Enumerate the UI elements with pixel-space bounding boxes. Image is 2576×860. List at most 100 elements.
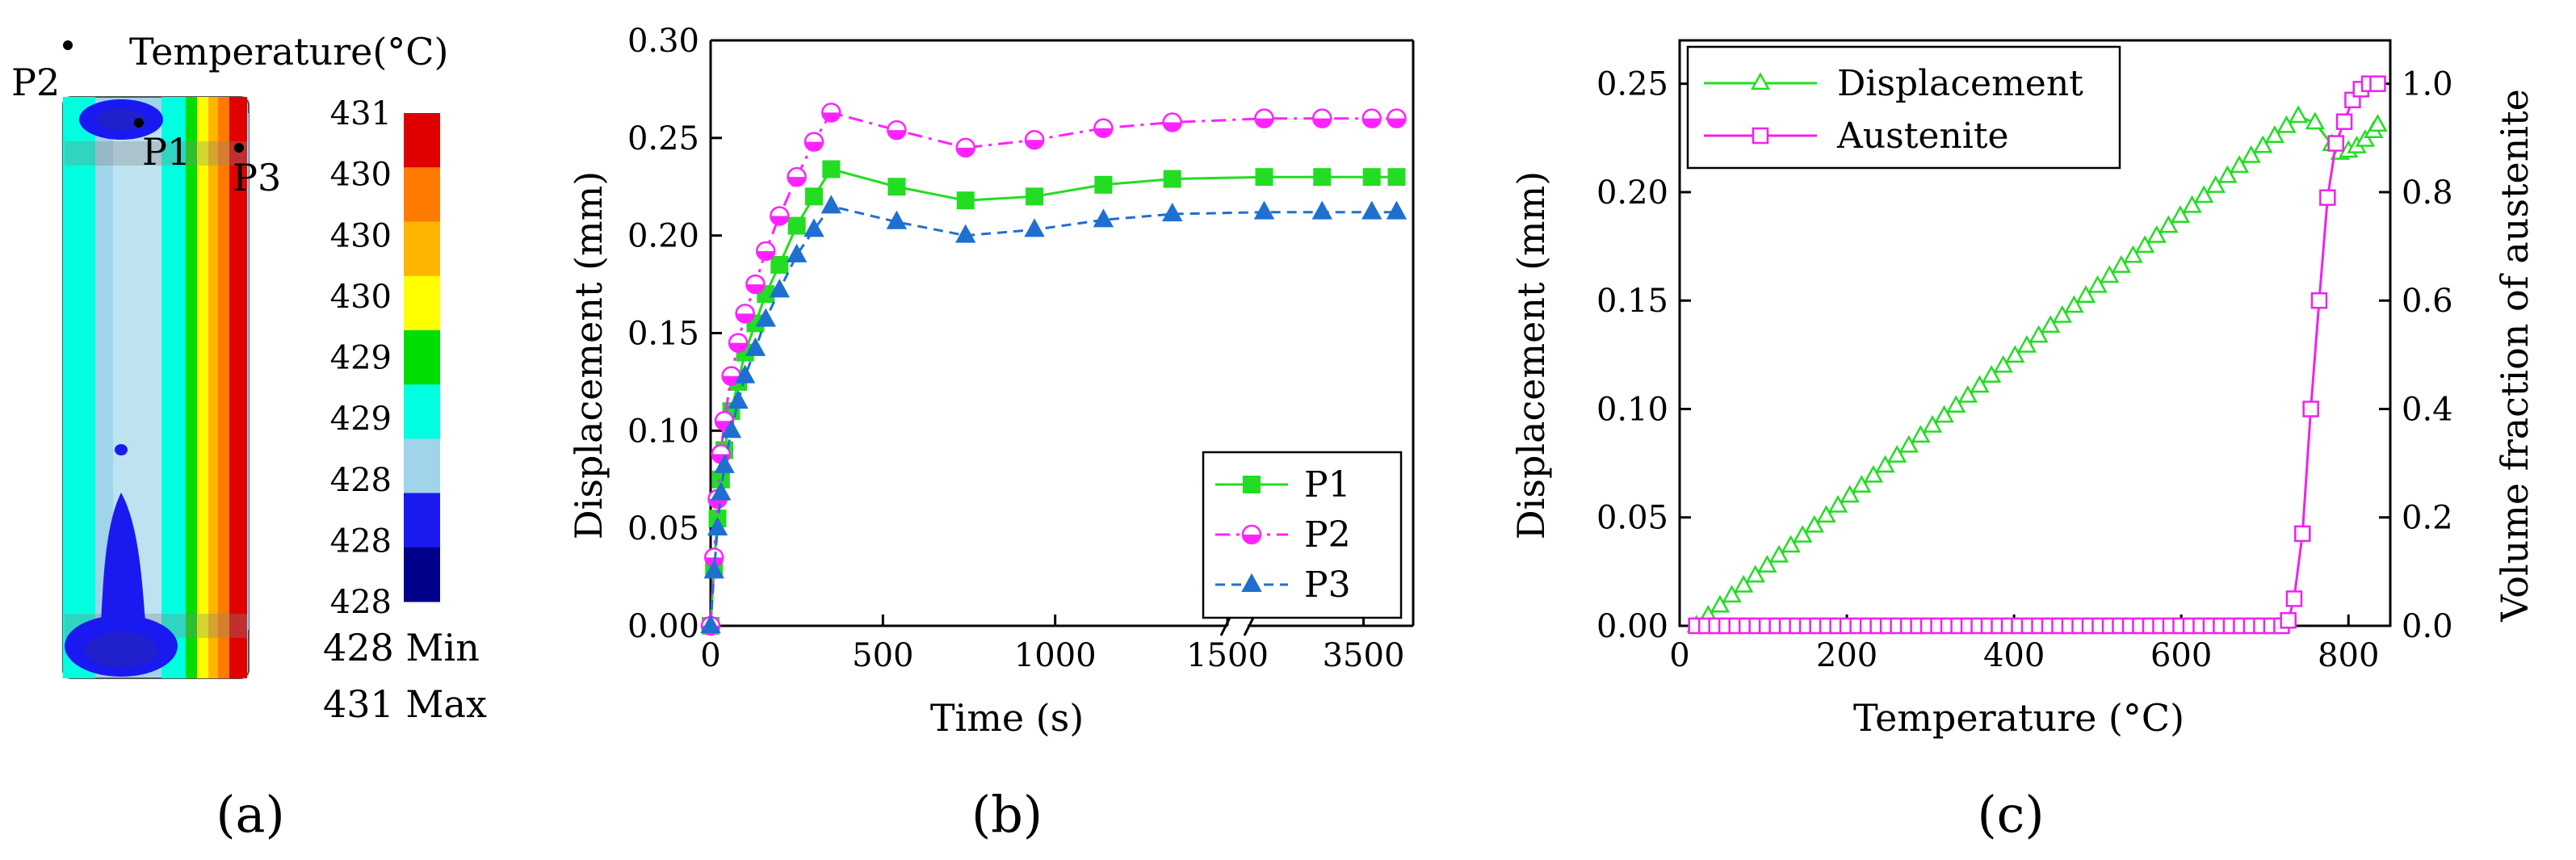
chart-c-point-displacement (2134, 235, 2155, 254)
chart-c-point-austenite (2302, 401, 2319, 417)
chart-b-x-tick-label: 1000 (1014, 637, 1097, 674)
chart-c-point-displacement (2170, 205, 2191, 223)
chart-b-legend-marker-fill (1243, 535, 1261, 543)
chart-c-point-displacement (2100, 265, 2120, 283)
hot-spot-bottom-core (85, 632, 157, 668)
chart-c-point-displacement (1898, 434, 1919, 453)
chart-b-point-p3 (786, 243, 808, 262)
chart-c-xlabel: Temperature (°C) (1853, 696, 2184, 740)
chart-b-point-p2 (887, 120, 907, 141)
chart-c-y-right-tick-label: 0.8 (2402, 174, 2453, 212)
chart-c-point-austenite (2369, 75, 2386, 92)
chart-c-plot: 0.00 0.05 0.10 0.15 0.20 0.25 0.0 0.2 0.4 0.6 0.8 1… (1596, 39, 2453, 674)
chart-b-point-p2 (745, 274, 766, 295)
small-blue-spot (115, 444, 128, 455)
chart-b-point-p2 (955, 137, 975, 158)
chart-b-legend-box (1202, 451, 1403, 619)
colorbar: 431 430 430 430 429 429 428 428 428 (330, 95, 440, 621)
chart-b-point-p3 (745, 337, 766, 356)
chart-b-point-p1 (822, 160, 841, 178)
colorbar-tick-label: 429 (330, 401, 392, 438)
chart-c-point-displacement (2052, 304, 2072, 323)
chart-c-y-tick-label: 0.05 (1596, 500, 1668, 537)
chart-c-point-austenite (2285, 590, 2303, 607)
chart-c-point-displacement (1757, 555, 1777, 573)
point-p3-marker (234, 143, 244, 153)
chart-c-point-displacement (1934, 405, 1954, 423)
chart-b-point-p2-fill (822, 112, 841, 122)
chart-b-y-tick-label: 0.05 (627, 510, 699, 547)
chart-c-point-austenite (2327, 135, 2344, 152)
chart-c-point-displacement (1722, 585, 1742, 603)
chart-b-point-p3 (769, 279, 791, 298)
band-red (229, 97, 247, 678)
colorbar-tick-label: 428 (330, 462, 392, 499)
chart-c-point-displacement (1804, 514, 1824, 533)
chart-b-point-p3 (720, 419, 742, 438)
chart-b-point-p1 (1094, 175, 1113, 194)
chart-b-point-p2-fill (805, 141, 823, 151)
chart-c-point-displacement (2075, 285, 2096, 303)
chart-b-point-p2 (787, 166, 807, 187)
chart-b-point-p2 (721, 366, 741, 386)
chart-b-point-p3 (707, 517, 728, 536)
chart-b-point-p3 (820, 195, 842, 214)
chart-c-point-displacement (2123, 245, 2143, 263)
chart-b-ylabel: Displacement (mm) (567, 171, 610, 539)
chart-b-y-tick-label: 0.10 (627, 413, 699, 450)
point-p2-marker (63, 40, 73, 50)
chart-c-point-displacement (1981, 365, 2002, 383)
chart-c-point-displacement (2016, 334, 2037, 353)
blue-plume (101, 493, 145, 622)
chart-b-point-p2-fill (887, 130, 906, 140)
chart-b-series-p3-line (709, 204, 1397, 627)
chart-b-point-p3 (755, 308, 776, 327)
point-p1-marker (134, 118, 144, 128)
colorbar-tick-label: 429 (330, 340, 392, 377)
chart-c-y-right-tick-label: 0.2 (2402, 500, 2453, 537)
chart-b-point-p2-fill (787, 177, 806, 187)
colorbar-segment (404, 221, 440, 277)
chart-c-point-austenite (2280, 612, 2297, 629)
chart-b-point-p2 (728, 333, 749, 353)
panel-c: 0.00 0.05 0.10 0.15 0.20 0.25 0.0 0.2 0.4 0.6 0.8 1… (1509, 39, 2536, 844)
chart-b-point-p3 (714, 454, 735, 473)
colorbar-segment (404, 384, 440, 439)
band-orange (218, 97, 229, 678)
colorbar-segment (404, 493, 440, 548)
chart-c-point-displacement (2194, 185, 2214, 203)
band-light-orange (208, 97, 218, 678)
colorbar-segment (404, 113, 440, 168)
chart-c-legend-label: Austenite (1836, 115, 2009, 157)
chart-b-point-p1 (887, 178, 906, 196)
chart-c-legend-marker (1752, 127, 1769, 145)
chart-c-point-displacement (2146, 224, 2167, 243)
chart-b-point-p3 (1024, 218, 1045, 237)
chart-b-point-p1 (1387, 168, 1406, 187)
chart-c-y-tick-label: 0.15 (1596, 283, 1668, 320)
point-p2-label: P2 (11, 61, 60, 104)
chart-b-point-p3 (1093, 208, 1114, 228)
chart-c-point-displacement (1768, 544, 1789, 563)
chart-c-point-austenite (2335, 113, 2353, 130)
max-label: 431 Max (323, 682, 487, 726)
chart-c-point-displacement (2217, 165, 2238, 183)
chart-c-point-displacement (2064, 295, 2084, 313)
chart-c-point-austenite (2310, 292, 2328, 309)
colorbar-tick-label: 428 (330, 584, 392, 621)
chart-c-point-displacement (1734, 574, 1754, 593)
temperature-contour-plate (62, 96, 250, 679)
chart-b-point-p2-fill (956, 147, 975, 157)
chart-b-point-p2 (1312, 108, 1332, 128)
chart-b-legend-label: P3 (1304, 564, 1351, 606)
colorbar-tick-label: 430 (330, 279, 392, 316)
band-cyan (162, 97, 186, 678)
chart-c-point-displacement (1840, 485, 1860, 503)
chart-c-point-displacement (1993, 354, 2013, 373)
plate-cyan-left (63, 97, 95, 678)
chart-c-ylabel-right: Volume fraction of austenite (2493, 89, 2536, 623)
chart-b-legend-marker (1243, 476, 1261, 493)
panel-label-a: (a) (216, 785, 284, 844)
upper-shadow-band (65, 141, 247, 166)
chart-b-point-p1 (1026, 187, 1044, 206)
